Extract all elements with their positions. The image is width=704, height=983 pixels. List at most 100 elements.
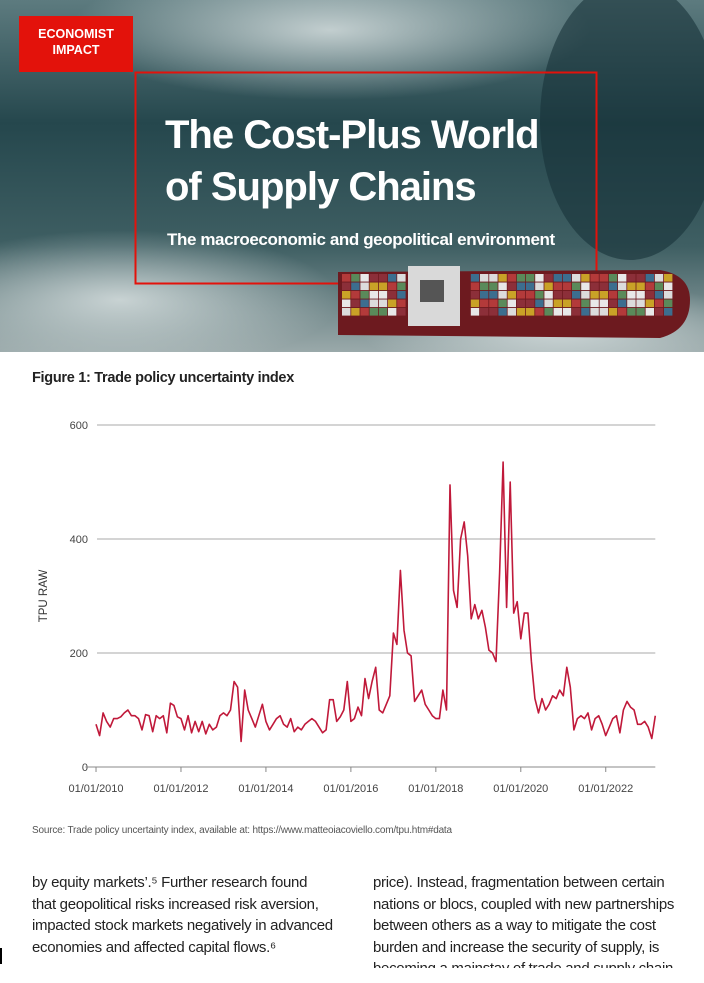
column: price). Instead, fragmentation between c… (373, 872, 703, 968)
container (378, 308, 388, 316)
container (654, 282, 664, 291)
container (590, 308, 599, 316)
container (489, 282, 498, 291)
container (645, 282, 654, 291)
container (342, 291, 351, 299)
container (599, 274, 608, 282)
text-line: that geopolitical risks increased risk a… (32, 895, 319, 913)
container (599, 299, 608, 308)
brand-text: ECONOMIST (38, 27, 114, 41)
container (645, 308, 654, 316)
container (562, 274, 572, 282)
container (581, 299, 590, 308)
container (544, 274, 553, 282)
container (553, 291, 562, 299)
container (388, 308, 397, 316)
container (489, 299, 498, 308)
container (351, 308, 360, 316)
container (507, 308, 516, 316)
container (590, 282, 599, 291)
container (645, 274, 654, 282)
container (553, 308, 562, 316)
container (636, 282, 645, 291)
text-line: becoming a mainstay of trade and supply … (373, 958, 703, 968)
container (590, 299, 599, 308)
container (397, 299, 406, 308)
edge-mark (0, 948, 2, 964)
text-line: between others as a way to mitigate the … (373, 917, 656, 934)
container (553, 282, 562, 291)
spray (0, 230, 340, 352)
y-tick-label: 200 (70, 648, 88, 660)
container (342, 274, 351, 282)
container (553, 274, 562, 282)
container (544, 299, 553, 308)
container (535, 274, 544, 282)
container (654, 299, 664, 308)
container (590, 291, 599, 299)
container (378, 291, 388, 299)
container (507, 282, 516, 291)
container (608, 282, 618, 291)
x-tick-label: 01/01/2016 (323, 783, 378, 795)
container (507, 291, 516, 299)
container (388, 291, 397, 299)
container (342, 299, 351, 308)
title: The Cost-Plus World (165, 113, 539, 157)
container (562, 308, 572, 316)
x-tick-label: 01/01/2014 (238, 783, 293, 795)
container (369, 291, 378, 299)
wave (540, 0, 704, 260)
container (360, 274, 369, 282)
container (664, 308, 673, 316)
container (516, 282, 526, 291)
container (618, 308, 627, 316)
container (470, 291, 480, 299)
x-tick-label: 01/01/2012 (153, 783, 208, 795)
container (581, 308, 590, 316)
container (572, 299, 581, 308)
container (378, 282, 388, 291)
container (480, 291, 489, 299)
container (654, 291, 664, 299)
container (562, 291, 572, 299)
x-tick-label: 01/01/2010 (68, 783, 123, 795)
column: by equity markets’.⁵ Further research fo… (32, 872, 362, 958)
container (535, 291, 544, 299)
text-line: nations or blocs, coupled with new partn… (373, 895, 675, 913)
container (397, 291, 406, 299)
container (507, 274, 516, 282)
container (369, 308, 378, 316)
container (636, 274, 645, 282)
y-axis-label: TPU RAW (38, 570, 50, 623)
container (636, 291, 645, 299)
y-tick-label: 0 (82, 762, 88, 774)
x-tick-label: 01/01/2018 (408, 783, 463, 795)
container (498, 282, 507, 291)
x-tick-label: 01/01/2022 (578, 783, 633, 795)
container (544, 291, 553, 299)
container (572, 274, 581, 282)
container (645, 299, 654, 308)
container (535, 308, 544, 316)
container (572, 308, 581, 316)
spray (70, 0, 590, 100)
container (397, 282, 406, 291)
container (636, 308, 645, 316)
text-line: economies and affected capital flows.⁶ (32, 938, 276, 956)
container (526, 274, 535, 282)
container (664, 274, 673, 282)
container (627, 308, 636, 316)
source: Source: Trade policy uncertainty index, … (32, 825, 453, 836)
text-line: impacted stock markets negatively in adv… (32, 917, 333, 934)
container (562, 282, 572, 291)
container (608, 274, 618, 282)
container (498, 291, 507, 299)
container (581, 282, 590, 291)
container (544, 282, 553, 291)
container (480, 274, 489, 282)
container (507, 299, 516, 308)
container (470, 308, 480, 316)
container (470, 299, 480, 308)
